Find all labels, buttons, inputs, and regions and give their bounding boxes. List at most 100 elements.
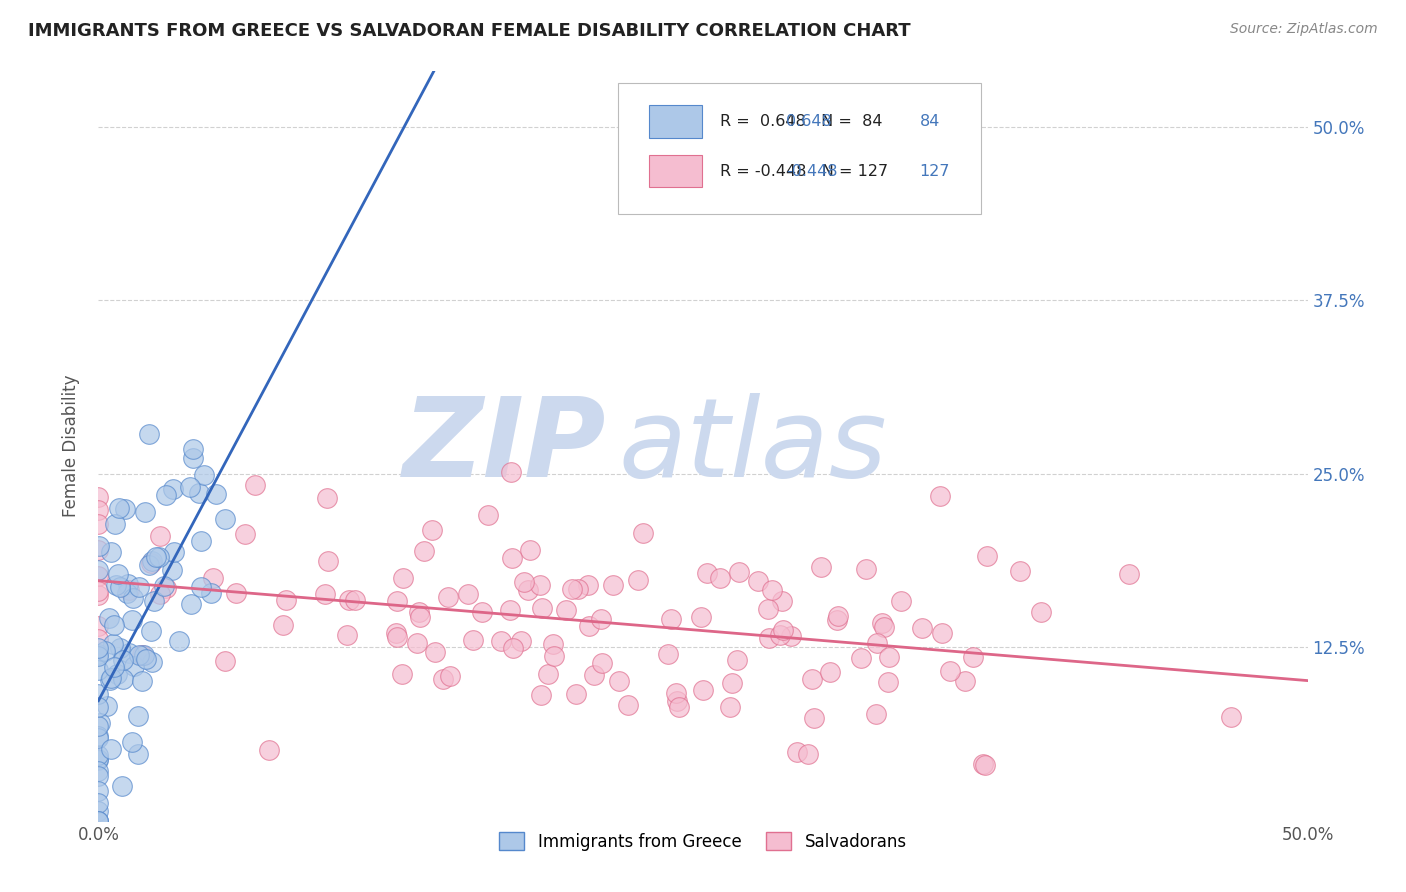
Point bbox=[772, 623, 794, 637]
Point bbox=[696, 566, 718, 581]
Point bbox=[138, 558, 160, 572]
Point bbox=[387, 630, 409, 644]
Point bbox=[134, 648, 156, 662]
Point bbox=[87, 784, 110, 798]
Point bbox=[112, 653, 135, 667]
Point bbox=[567, 582, 589, 597]
Point bbox=[108, 641, 131, 656]
Point bbox=[955, 674, 977, 689]
Point bbox=[107, 567, 129, 582]
Point bbox=[631, 525, 654, 540]
Text: Source: ZipAtlas.com: Source: ZipAtlas.com bbox=[1230, 22, 1378, 37]
Point bbox=[657, 647, 679, 661]
Point bbox=[87, 769, 110, 783]
Point bbox=[190, 580, 212, 594]
Point bbox=[89, 715, 111, 730]
Point bbox=[141, 554, 163, 568]
Point bbox=[122, 658, 145, 673]
Point bbox=[602, 578, 624, 592]
Point bbox=[519, 543, 541, 558]
Point bbox=[87, 563, 110, 577]
Point bbox=[128, 580, 150, 594]
Point bbox=[149, 529, 172, 543]
Point bbox=[457, 587, 479, 601]
Point bbox=[141, 557, 163, 571]
Point bbox=[121, 591, 143, 605]
Point bbox=[162, 482, 184, 496]
Point bbox=[661, 611, 683, 625]
Point bbox=[87, 503, 110, 517]
Point bbox=[461, 633, 484, 648]
Point bbox=[87, 751, 110, 765]
Legend: Immigrants from Greece, Salvadorans: Immigrants from Greece, Salvadorans bbox=[492, 826, 914, 857]
Point bbox=[509, 634, 531, 648]
Point bbox=[758, 631, 780, 645]
Point bbox=[1219, 709, 1241, 723]
Point bbox=[756, 602, 779, 616]
Point bbox=[87, 632, 110, 647]
Point bbox=[849, 650, 872, 665]
Point bbox=[409, 609, 432, 624]
Point bbox=[385, 626, 408, 640]
Point bbox=[501, 550, 523, 565]
Point bbox=[797, 747, 820, 761]
Point bbox=[583, 668, 606, 682]
Point bbox=[180, 597, 202, 611]
Text: 0.648: 0.648 bbox=[786, 114, 832, 129]
Point bbox=[141, 656, 163, 670]
Point bbox=[117, 586, 139, 600]
Point bbox=[408, 605, 430, 619]
Point bbox=[502, 640, 524, 655]
Point bbox=[87, 814, 110, 828]
Point bbox=[169, 634, 191, 648]
Point bbox=[412, 544, 434, 558]
Point bbox=[513, 575, 536, 590]
Point bbox=[543, 637, 565, 651]
Point bbox=[780, 629, 803, 643]
Point bbox=[87, 543, 110, 558]
Point bbox=[439, 669, 461, 683]
Point bbox=[98, 610, 121, 624]
Point bbox=[531, 601, 554, 615]
Point bbox=[111, 779, 134, 793]
Point bbox=[87, 796, 110, 810]
Point bbox=[477, 508, 499, 522]
Point bbox=[866, 635, 889, 649]
Point bbox=[420, 523, 443, 537]
Point bbox=[761, 582, 783, 597]
Point bbox=[406, 635, 429, 649]
Point bbox=[392, 571, 415, 585]
Point bbox=[692, 683, 714, 698]
Point bbox=[471, 605, 494, 619]
Point bbox=[825, 613, 848, 627]
Point bbox=[437, 590, 460, 604]
Point bbox=[423, 645, 446, 659]
Point bbox=[188, 486, 211, 500]
Point bbox=[87, 648, 110, 663]
Point bbox=[529, 577, 551, 591]
Point bbox=[276, 592, 298, 607]
Point bbox=[315, 491, 337, 506]
Point bbox=[204, 487, 226, 501]
Point bbox=[118, 583, 141, 598]
Text: -0.448: -0.448 bbox=[786, 163, 838, 178]
Point bbox=[149, 587, 172, 601]
Point bbox=[565, 687, 588, 701]
Point bbox=[257, 743, 280, 757]
Text: R = -0.448   N = 127: R = -0.448 N = 127 bbox=[720, 163, 889, 178]
Point bbox=[499, 465, 522, 479]
Point bbox=[193, 468, 215, 483]
Point bbox=[337, 593, 360, 607]
Point bbox=[555, 603, 578, 617]
Point bbox=[243, 478, 266, 492]
Point bbox=[803, 711, 825, 725]
Text: 127: 127 bbox=[920, 163, 950, 178]
Point bbox=[725, 653, 748, 667]
Point bbox=[689, 610, 711, 624]
Point bbox=[104, 517, 127, 532]
Point bbox=[87, 748, 110, 763]
Point bbox=[499, 603, 522, 617]
FancyBboxPatch shape bbox=[648, 105, 702, 138]
Point bbox=[134, 505, 156, 519]
Point bbox=[489, 633, 512, 648]
